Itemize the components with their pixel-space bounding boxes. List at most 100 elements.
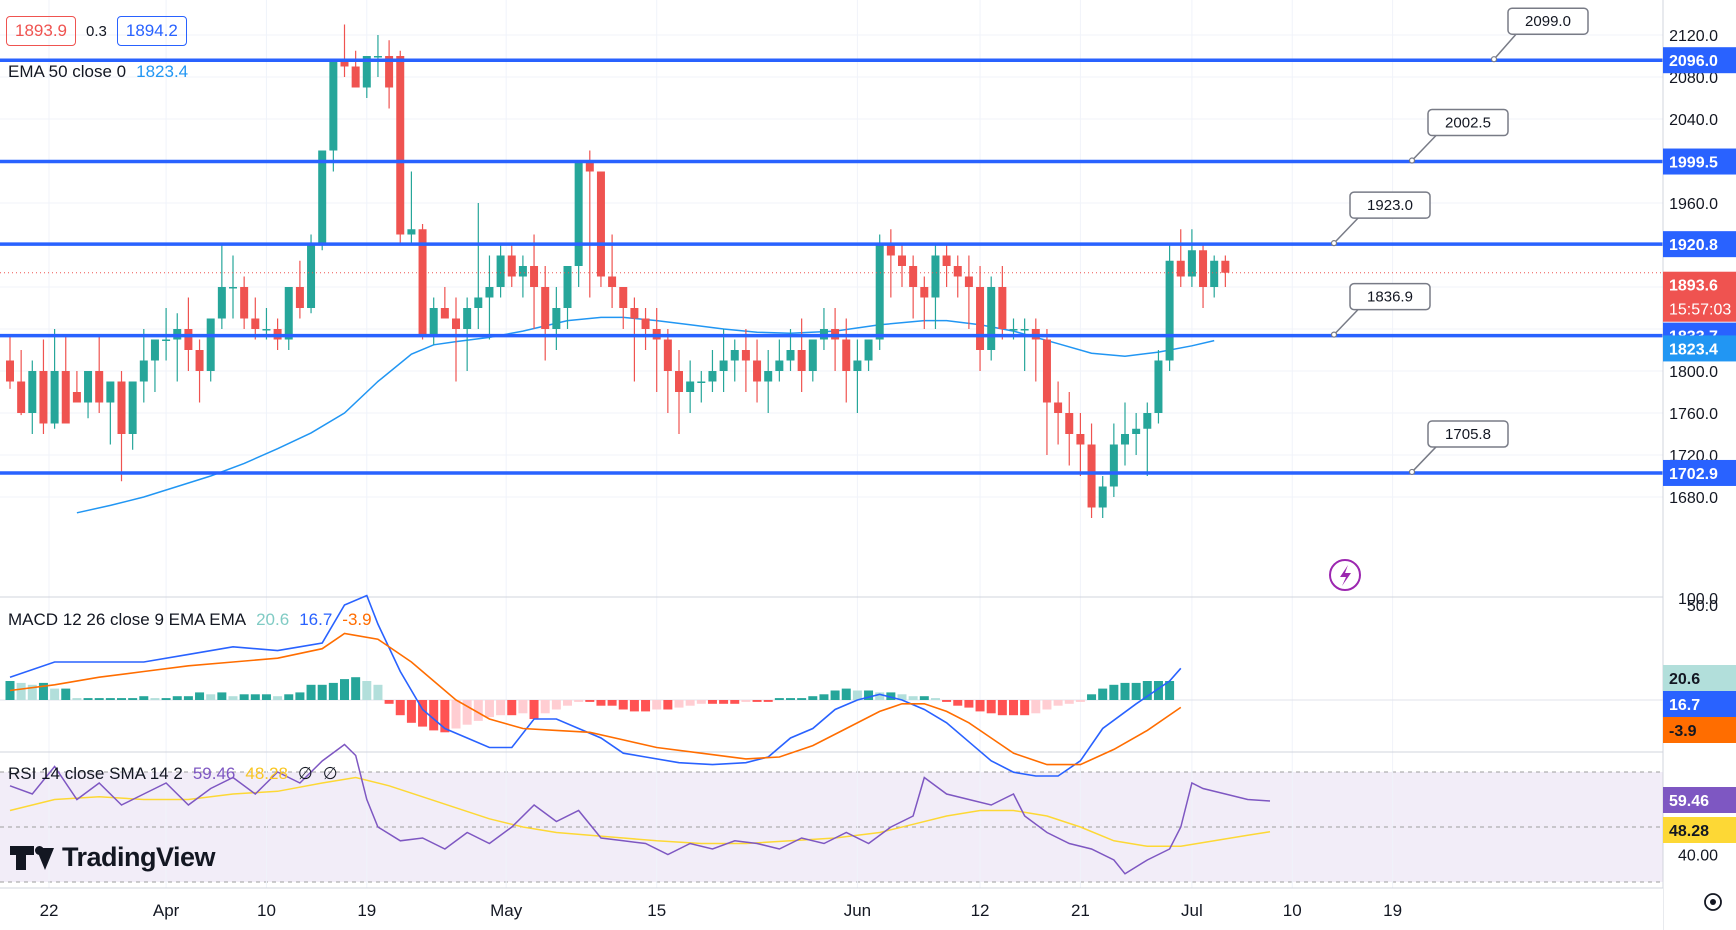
macd-histogram-bar <box>629 700 639 712</box>
candle-body <box>853 360 862 371</box>
candle-body <box>95 371 104 403</box>
candle-body <box>117 381 126 434</box>
macd-histogram-bar <box>195 692 205 700</box>
candle-body <box>630 308 639 319</box>
candle-body <box>463 308 472 329</box>
candle-body <box>719 360 728 371</box>
candle-body <box>318 150 327 245</box>
ema-line-layer <box>76 316 1215 514</box>
ema-line <box>76 316 1215 514</box>
macd-histogram-bar <box>1131 682 1141 700</box>
candle-body <box>61 371 70 424</box>
time-tick-label: Apr <box>153 901 180 920</box>
macd-histogram-bar <box>50 688 60 700</box>
candle-body <box>641 318 650 329</box>
price-tick-label: 2040.0 <box>1669 112 1718 129</box>
candle-body <box>307 245 316 308</box>
macd-histogram-bar <box>1120 682 1130 700</box>
ema-axis-tag: 1823.4 <box>1669 341 1718 358</box>
lightning-bolt <box>1340 565 1351 586</box>
macd-histogram-bar <box>105 698 115 700</box>
level-axis-tag: 1702.9 <box>1669 466 1718 483</box>
candle-body <box>619 287 628 308</box>
macd-histogram-bar <box>1053 700 1063 706</box>
candle-body <box>942 255 951 266</box>
candle-body <box>842 339 851 371</box>
spread-value: 0.3 <box>86 22 107 40</box>
candle-body <box>1121 434 1129 445</box>
macd-histogram-bar <box>1165 681 1175 700</box>
candle-body <box>72 392 81 403</box>
macd-histogram-bar <box>473 700 483 721</box>
candle-body <box>128 381 137 434</box>
macd-histogram-bar <box>462 700 472 725</box>
macd-histogram-bar <box>261 694 271 700</box>
macd-histogram-bar <box>841 688 851 700</box>
candle-body <box>184 329 193 350</box>
rsi-sma-tag: 48.28 <box>1669 823 1709 840</box>
callout-anchor <box>1330 240 1338 247</box>
candle-body <box>39 371 48 424</box>
macd-histogram-bar <box>362 681 372 700</box>
candle-body <box>998 287 1007 329</box>
macd-histogram-bar <box>38 682 48 700</box>
candle-body <box>1076 434 1085 445</box>
macd-legend[interactable]: MACD 12 26 close 9 EMA EMA 20.6 16.7 -3.… <box>8 610 372 630</box>
macd-line-tag-bg <box>1663 691 1736 717</box>
rsi-sma-line <box>9 776 1271 848</box>
macd-hist-tag-bg <box>1663 665 1736 691</box>
candle-body <box>229 287 237 289</box>
macd-histogram-bar <box>540 700 550 714</box>
candle-body <box>1065 413 1074 434</box>
macd-histogram-bar <box>908 696 918 700</box>
candle-body <box>507 255 516 277</box>
price-axis: 2120.02080.02040.01960.01760.01720.01680… <box>1662 0 1736 930</box>
rsi-layer <box>9 743 1271 875</box>
macd-histogram-bar <box>919 696 929 700</box>
callout-label: 2099.0 <box>1525 13 1571 30</box>
macd-histogram-bar <box>797 698 807 700</box>
tradingview-logo[interactable]: TradingView <box>10 842 216 873</box>
macd-histogram-bar <box>72 698 82 700</box>
gridlines <box>0 0 1663 888</box>
candle-body <box>886 245 895 256</box>
rsi-value-tag-bg <box>1663 787 1736 813</box>
rsi-band <box>0 771 1663 883</box>
callout-box <box>1427 108 1509 137</box>
ema-legend[interactable]: EMA 50 close 0 1823.4 <box>8 62 188 82</box>
time-axis: 22 Apr 10 19 May 15 Jun 12 21 Jul 10 19 <box>0 887 1663 930</box>
time-tick-label: 21 <box>1071 901 1090 920</box>
callout-leader <box>1333 217 1359 244</box>
macd-histogram-bar <box>306 684 316 700</box>
candle-body <box>1042 339 1051 403</box>
price-tick-label: 2120.0 <box>1669 28 1718 45</box>
macd-histogram-bar <box>663 700 673 710</box>
level-axis-tag-bg <box>1663 459 1736 486</box>
macd-histogram-bar <box>574 700 584 702</box>
candle-body <box>730 350 739 361</box>
candle-body <box>195 350 204 371</box>
price-tick-label: 2080.0 <box>1669 70 1718 87</box>
macd-histogram-bar <box>429 700 439 731</box>
rsi-legend[interactable]: RSI 14 close SMA 14 2 59.46 48.28 ∅ ∅ <box>8 764 338 784</box>
macd-histogram-bar <box>585 700 595 702</box>
macd-layer <box>0 594 1663 777</box>
bid-box[interactable]: 1893.9 <box>6 16 76 46</box>
macd-histogram-bar <box>139 696 149 700</box>
macd-legend-label: MACD 12 26 close 9 EMA EMA <box>8 610 247 629</box>
rsi-sma-tag-bg <box>1663 817 1736 843</box>
settings-gear-center <box>1710 899 1716 905</box>
ask-box[interactable]: 1894.2 <box>116 16 187 46</box>
rsi-value-tag: 59.46 <box>1669 793 1709 810</box>
callout-box <box>1507 7 1589 35</box>
candle-body <box>608 276 617 287</box>
candle-body <box>1109 444 1118 487</box>
callout-anchor <box>1490 56 1498 63</box>
macd-histogram-bar <box>529 700 539 719</box>
macd-histogram-bar <box>83 698 93 700</box>
macd-histogram-bar <box>897 694 907 700</box>
price-tick-label: 1680.0 <box>1669 490 1718 507</box>
macd-histogram-bar <box>1153 681 1163 700</box>
rsi-legend-na1: ∅ <box>297 764 313 783</box>
